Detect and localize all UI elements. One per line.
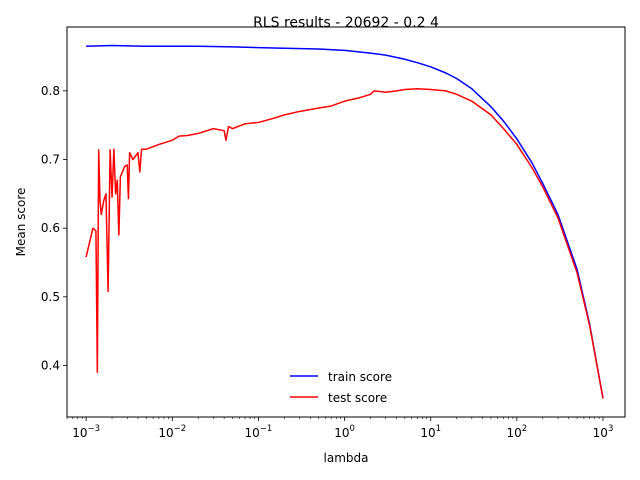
y-tick-label: 0.6 (41, 221, 60, 235)
x-axis: 10−3 10−2 10−1 100 101 102 103 (66, 417, 613, 440)
y-axis: 0.4 0.5 0.6 0.7 0.8 (41, 84, 67, 373)
series-line-test (85, 88, 604, 399)
y-tick-label: 0.7 (41, 153, 60, 167)
axes-frame (66, 26, 626, 418)
series-line-train (86, 44, 604, 399)
plot-area (85, 44, 604, 399)
x-axis-label: lambda (324, 451, 369, 465)
y-tick-label: 0.8 (41, 84, 60, 98)
y-axis-label: Mean score (14, 188, 28, 257)
y-tick-label: 0.5 (41, 290, 60, 304)
y-tick-label: 0.4 (41, 359, 60, 373)
legend-label-test: test score (328, 391, 387, 405)
legend-label-train: train score (328, 370, 392, 384)
chart-title: RLS results - 20692 - 0.2 4 (253, 15, 439, 31)
legend: train score test score (290, 370, 392, 405)
